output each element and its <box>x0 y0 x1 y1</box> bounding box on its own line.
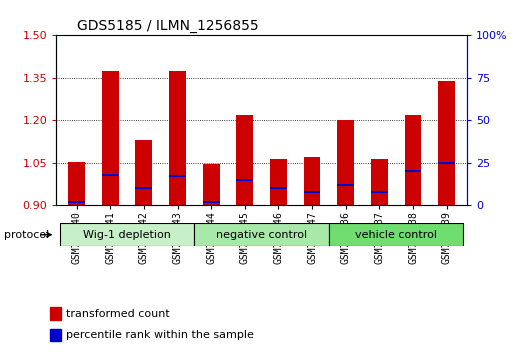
Text: protocol: protocol <box>4 230 49 240</box>
Bar <box>438 162 455 164</box>
Text: Wig-1 depletion: Wig-1 depletion <box>83 229 171 240</box>
Bar <box>68 201 85 203</box>
Bar <box>236 179 253 181</box>
FancyBboxPatch shape <box>329 223 463 246</box>
Bar <box>270 159 287 205</box>
Bar <box>405 170 421 172</box>
Bar <box>405 115 421 205</box>
Bar <box>68 162 85 205</box>
Text: percentile rank within the sample: percentile rank within the sample <box>66 330 254 340</box>
Bar <box>371 159 388 205</box>
FancyBboxPatch shape <box>194 223 329 246</box>
Bar <box>270 187 287 189</box>
Bar <box>236 115 253 205</box>
Bar <box>135 140 152 205</box>
Bar <box>304 191 321 193</box>
Bar <box>135 187 152 189</box>
Text: transformed count: transformed count <box>66 309 170 319</box>
Bar <box>203 164 220 205</box>
Text: vehicle control: vehicle control <box>355 229 437 240</box>
Text: negative control: negative control <box>216 229 307 240</box>
Bar <box>203 201 220 203</box>
FancyBboxPatch shape <box>60 223 194 246</box>
Bar <box>102 71 119 205</box>
Text: GDS5185 / ILMN_1256855: GDS5185 / ILMN_1256855 <box>77 19 259 33</box>
Bar <box>102 174 119 176</box>
Bar <box>50 307 62 320</box>
Bar <box>304 157 321 205</box>
Bar <box>371 191 388 193</box>
Bar <box>50 329 62 341</box>
Bar <box>338 120 354 205</box>
Bar <box>338 184 354 186</box>
Bar <box>169 176 186 177</box>
Bar <box>438 81 455 205</box>
Bar <box>169 71 186 205</box>
